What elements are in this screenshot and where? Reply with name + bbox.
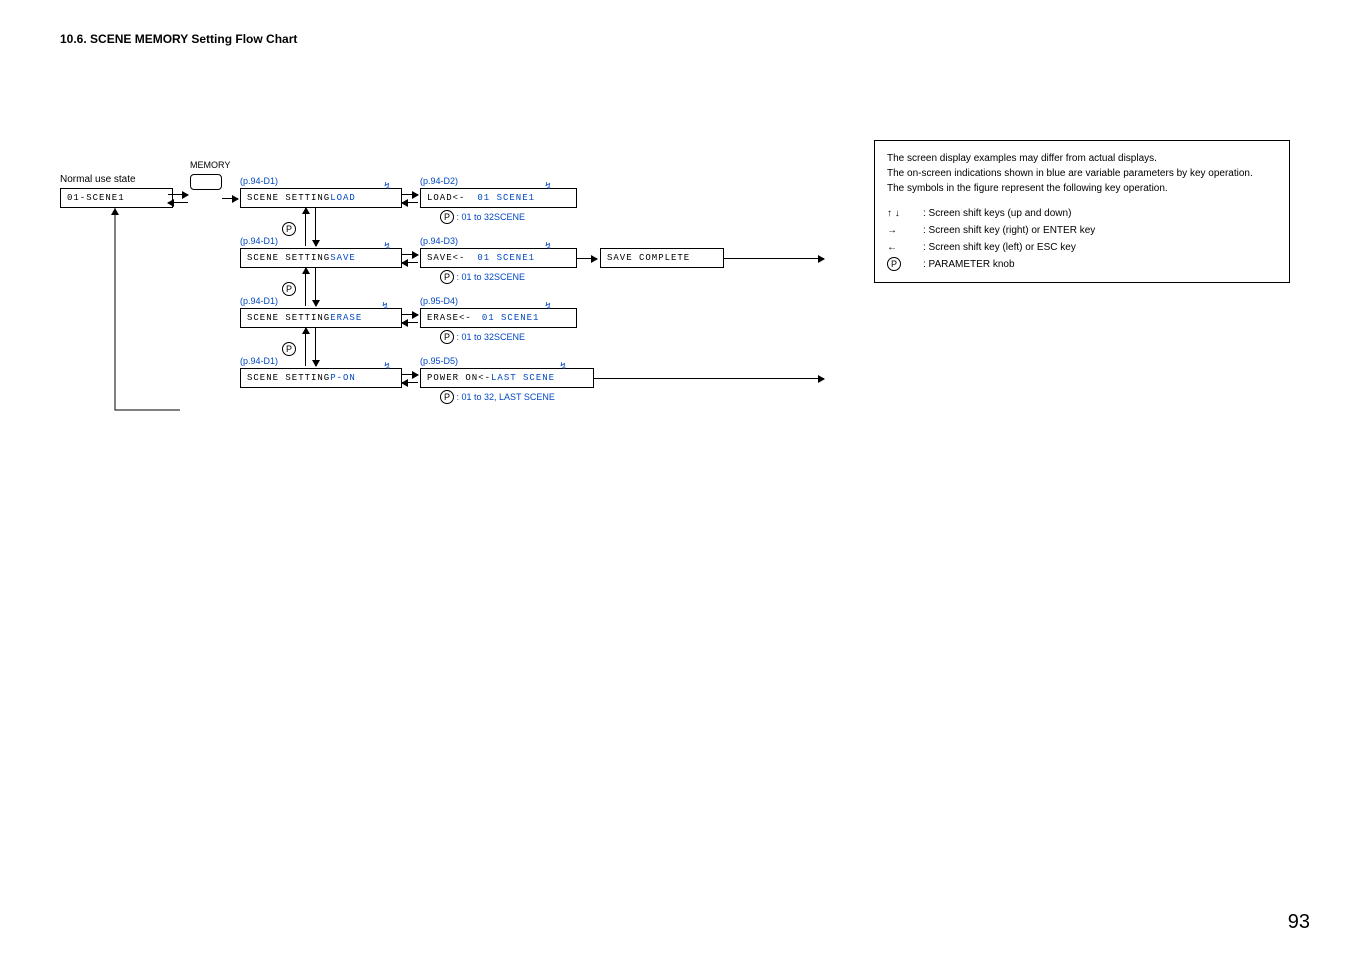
- legend-sym-1: → : Screen shift key (right) or ENTER ke…: [887, 223, 1277, 238]
- legend-sym-0: ↑ ↓ : Screen shift keys (up and down): [887, 206, 1277, 221]
- legend-box: The screen display examples may differ f…: [874, 140, 1290, 283]
- legend-sym-0-desc: : Screen shift keys (up and down): [923, 206, 1071, 221]
- legend-sym-1-desc: : Screen shift key (right) or ENTER key: [923, 223, 1095, 238]
- legend-sym-2-desc: : Screen shift key (left) or ESC key: [923, 240, 1076, 255]
- legend-sym-2: ← : Screen shift key (left) or ESC key: [887, 240, 1277, 255]
- page-title: 10.6. SCENE MEMORY Setting Flow Chart: [60, 32, 297, 46]
- page-number: 93: [1288, 911, 1310, 934]
- legend-sym-3-desc: : PARAMETER knob: [923, 257, 1015, 272]
- legend-line-0: The screen display examples may differ f…: [887, 151, 1277, 166]
- legend-sym-1-icon: →: [887, 223, 923, 238]
- flow-chart: Normal use state MEMORY 01-SCENE1 (p.94-…: [60, 160, 880, 430]
- legend-sym-2-icon: ←: [887, 240, 923, 255]
- legend-sym-0-icon: ↑ ↓: [887, 206, 923, 221]
- legend-line-2: The symbols in the figure represent the …: [887, 181, 1277, 196]
- return-bottom: [60, 160, 880, 430]
- legend-sym-3-icon: P: [887, 257, 923, 272]
- legend-line-1: The on-screen indications shown in blue …: [887, 166, 1277, 181]
- legend-p-icon: P: [887, 257, 901, 271]
- legend-sym-3: P : PARAMETER knob: [887, 257, 1277, 272]
